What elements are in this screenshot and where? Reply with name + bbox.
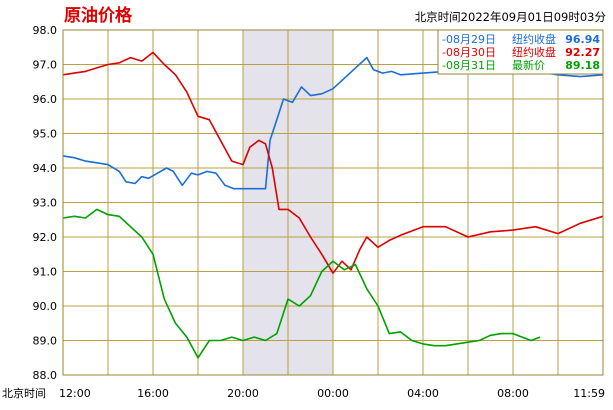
y-tick-label: 94.0 bbox=[33, 162, 58, 175]
series-line-3 bbox=[62, 208, 541, 359]
legend-box bbox=[437, 29, 604, 75]
y-tick-label: 97.0 bbox=[33, 59, 58, 72]
legend-value: 89.18 bbox=[565, 59, 600, 72]
axes: 98.0 97.0 96.0 95.0 94.0 93.0 92.0 91.0 90.0 89.0… bbox=[2, 24, 605, 400]
x-tick-label: 11:59 bbox=[573, 387, 605, 400]
y-tick-label: 89.0 bbox=[33, 335, 58, 348]
legend-label: 纽约收盘 bbox=[512, 32, 556, 46]
y-tick-label: 92.0 bbox=[33, 231, 58, 244]
y-tick-label: 91.0 bbox=[33, 266, 58, 279]
legend-label: 最新价 bbox=[512, 58, 545, 72]
x-tick-label: 04:00 bbox=[407, 387, 439, 400]
legend-value: 92.27 bbox=[565, 46, 600, 59]
legend-date: -08月31日 bbox=[442, 59, 496, 72]
plot-frame bbox=[62, 29, 604, 376]
y-tick-label: 95.0 bbox=[33, 128, 58, 141]
chart-title: 原油价格 bbox=[64, 5, 133, 26]
y-tick-label: 98.0 bbox=[33, 24, 58, 37]
x-tick-label: 20:00 bbox=[227, 387, 259, 400]
x-tick-label: 00:00 bbox=[317, 387, 349, 400]
x-tick-label: 08:00 bbox=[497, 387, 529, 400]
series-line-2 bbox=[62, 51, 604, 275]
legend-date: -08月29日 bbox=[442, 33, 496, 46]
legend-label: 纽约收盘 bbox=[512, 45, 556, 59]
x-tick-label: 12:00 bbox=[59, 387, 91, 400]
x-tick-label: 16:00 bbox=[137, 387, 169, 400]
legend-value: 96.94 bbox=[565, 33, 600, 46]
y-tick-label: 96.0 bbox=[33, 93, 58, 106]
legend: -08月29日 纽约收盘 96.94-08月30日 纽约收盘 92.27-08月31日最… bbox=[437, 29, 604, 75]
x-axis-label: 北京时间 bbox=[2, 386, 46, 400]
y-tick-label: 93.0 bbox=[33, 197, 58, 210]
plot-area bbox=[62, 29, 604, 376]
y-tick-label: 88.0 bbox=[33, 369, 58, 382]
timestamp: 北京时间2022年09月01日09时03分 bbox=[415, 10, 607, 24]
y-tick-label: 90.0 bbox=[33, 300, 58, 313]
series-lines bbox=[62, 51, 604, 359]
series-line-1 bbox=[62, 56, 604, 190]
legend-date: -08月30日 bbox=[442, 46, 496, 59]
